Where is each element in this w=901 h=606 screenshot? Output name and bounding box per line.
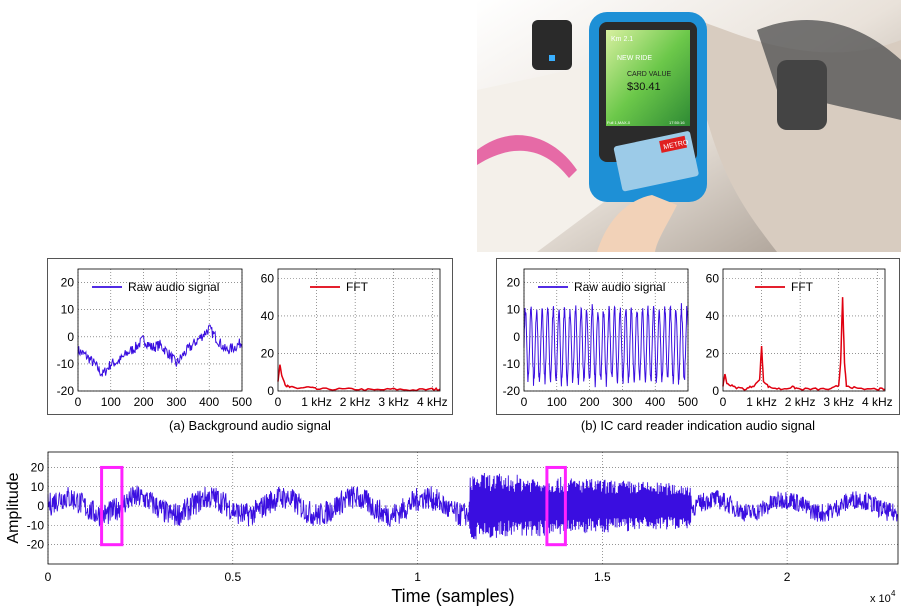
plot-frame [277,268,441,392]
x-tick-label: 4 kHz [862,395,893,409]
x-tick-label: 200 [580,395,600,409]
y-tick-label: 10 [31,480,45,494]
x-tick-label: 0 [45,570,52,584]
x-multiplier-exponent: 4 [891,589,896,598]
screen-ride: NEW RIDE [617,55,652,62]
b-fft-plot: 0 20 40 60 1 kHz 2 kHz 3 kHz 4 kHz 0 FFT [706,268,893,409]
y-tick-label: 60 [706,271,720,285]
x-tick-label: 500 [232,395,252,409]
ic-card: METRO [613,131,699,192]
x-tick-label: 1 kHz [746,395,777,409]
x-tick-label: 400 [645,395,665,409]
screen-footer-right: 17:50:16 [669,120,685,125]
x-tick-label: 2 kHz [785,395,816,409]
y-tick-label: 20 [706,346,720,360]
y-tick-label: 0 [67,330,74,344]
y-tick-label: 20 [61,276,75,290]
card-reader-photo: Km 2.1 NEW RIDE CARD VALUE $30.41 Full 1… [477,0,901,252]
y-tick-label: -10 [27,518,45,532]
x-tick-label-zero: 0 [720,395,727,409]
x-multiplier-label: x 10 [870,593,891,605]
a-fft-plot: 0 20 40 60 1 kHz 2 kHz 3 kHz 4 kHz 0 FFT [261,268,448,409]
x-tick-label: 100 [101,395,121,409]
y-tick-label: 10 [507,303,521,317]
screen-km: Km 2.1 [611,36,633,43]
highlight-window [545,465,567,547]
plot-frame [77,268,243,392]
plot-frame [523,268,689,392]
y-tick-label: 0 [513,330,520,344]
screen-value-label: CARD VALUE [627,71,672,78]
main-timeseries-chart: -20 -10 0 10 20 0 0.5 1 1.5 2 Time (samples) Amplit… [5,451,899,606]
x-tick-label: 1 [414,570,421,584]
hand [597,195,677,252]
y-tick-label: -10 [503,357,521,371]
caption-b: (b) IC card reader indication audio sign… [580,418,816,433]
x-tick-label: 2 kHz [340,395,371,409]
x-tick-label: 0.5 [224,570,241,584]
highlight-window [100,465,124,547]
legend-label: Raw audio signal [128,280,219,294]
y-tick-label: -20 [57,384,75,398]
x-tick-label: 300 [612,395,632,409]
y-tick-label: 20 [261,346,275,360]
x-tick-label: 0 [521,395,528,409]
legend-label: Raw audio signal [574,280,665,294]
plot-frame [722,268,886,392]
b-raw-series-line [523,303,689,388]
y-tick-label: -20 [27,538,45,552]
a-fft-series-line [277,364,441,392]
caption-a: (a) Background audio signal [169,418,331,433]
x-tick-label-zero: 0 [275,395,282,409]
x-tick-label: 1.5 [594,570,611,584]
x-tick-label: 400 [199,395,219,409]
y-tick-label: 0 [712,384,719,398]
panel-background: -20 -10 0 10 20 0 100 200 300 400 500 Raw audio sig… [47,258,453,415]
x-tick-label: 3 kHz [823,395,854,409]
x-tick-label: 3 kHz [378,395,409,409]
x-tick-label: 200 [134,395,154,409]
plot-frame [47,451,899,565]
y-axis-label: Amplitude [5,472,22,543]
y-tick-label: 60 [261,271,275,285]
x-tick-label: 500 [678,395,698,409]
y-tick-label: 0 [267,384,274,398]
x-tick-label: 100 [547,395,567,409]
x-tick-label: 4 kHz [417,395,448,409]
x-tick-label: 1 kHz [301,395,332,409]
screen-footer-left: Full 1,MAX-0 [607,120,631,125]
y-tick-label: 40 [706,309,720,323]
y-tick-label: -10 [57,357,75,371]
screen-value: $30.41 [627,81,661,93]
x-tick-label: 2 [784,570,791,584]
x-axis-label: Time (samples) [391,586,514,606]
y-tick-label: 40 [261,309,275,323]
handrail [477,135,577,178]
y-tick-label: 20 [31,460,45,474]
b-fft-series-line [722,297,886,391]
legend-label: FFT [791,280,814,294]
main-series-line [47,472,899,540]
wall-reader-icon [532,20,572,70]
y-tick-label: 20 [507,276,521,290]
a-raw-series-line [77,324,243,377]
y-tick-label: -20 [503,384,521,398]
legend-label: FFT [346,280,369,294]
y-tick-label: 0 [37,499,44,513]
x-tick-label: 0 [75,395,82,409]
x-tick-label: 300 [166,395,186,409]
panel-card-reader: -20 -10 0 10 20 0 100 200 300 400 500 Raw audio sig… [496,258,900,415]
y-tick-label: 10 [61,303,75,317]
